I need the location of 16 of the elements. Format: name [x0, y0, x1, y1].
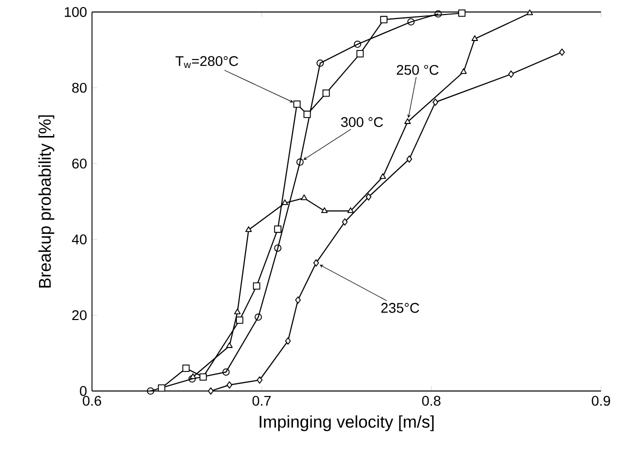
annotation: 300 °C	[341, 117, 383, 128]
x-tick-label: 0.7	[252, 396, 271, 406]
y-tick-label: 20	[72, 310, 87, 320]
y-tick-label: 80	[72, 82, 87, 93]
y-tick-label: 60	[72, 158, 87, 169]
y-axis-title: Breakup probability [%]	[38, 115, 54, 288]
y-tick-label: 100	[64, 7, 87, 17]
annotation: 250 °C	[396, 64, 439, 75]
y-tick-label: 40	[72, 234, 87, 244]
annotation: T$_{w}$=280°C	[176, 56, 238, 68]
x-tick-label: 0.6	[82, 396, 102, 406]
annotation: 235°C	[381, 302, 420, 313]
x-tick-label: 0.9	[592, 396, 610, 406]
y-tick-label: 0	[80, 386, 87, 396]
x-axis-title: Impinging velocity [m/s]	[260, 415, 434, 432]
x-tick-label: 0.8	[422, 396, 440, 406]
